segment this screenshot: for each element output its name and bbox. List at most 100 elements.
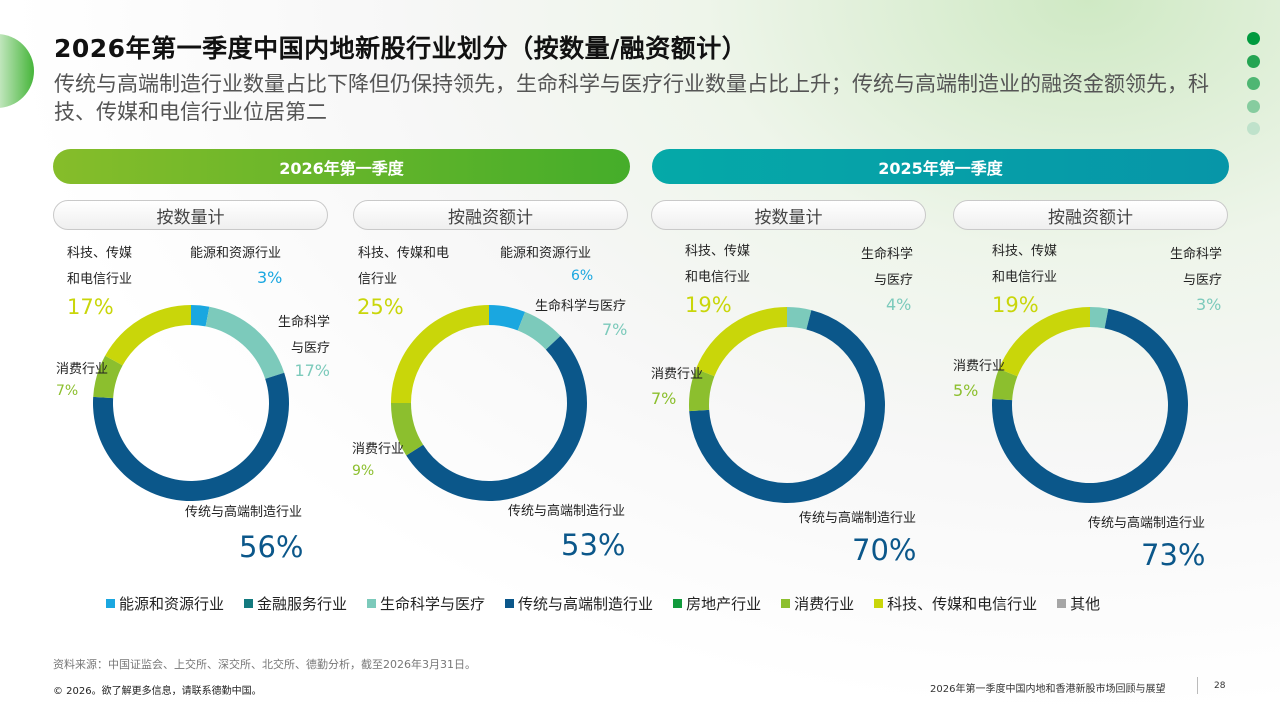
value-energy: 3% (257, 268, 283, 287)
donut-slice-tech (391, 305, 489, 403)
chart-legend: 能源和资源行业 金融服务行业 生命科学与医疗 传统与高端制造行业 房地产行业 消费行业 科技… (106, 593, 1120, 614)
donut-slice-consumer (391, 403, 424, 456)
dot-icon (1247, 99, 1260, 113)
label-manufacturing: 传统与高端制造行业 (799, 511, 917, 526)
legend-swatch-icon (673, 599, 683, 608)
value-life: 17% (294, 361, 330, 380)
decorative-dots (1247, 32, 1260, 145)
donut-slice-manufacturing (406, 335, 588, 502)
legend-item-life: 生命科学与医疗 (367, 593, 485, 614)
label-consumer: 消费行业 (352, 442, 405, 457)
value-manufacturing: 73% (1141, 538, 1206, 572)
legend-label: 消费行业 (794, 595, 855, 613)
value-life: 4% (886, 295, 912, 314)
label-tech: 科技、传媒和电信行业 (67, 246, 133, 287)
label-tech: 科技、传媒和电信行业 (685, 244, 751, 285)
donut-slice-manufacturing (92, 372, 289, 501)
donut-slice-life (205, 306, 285, 379)
legend-item-consumer: 消费行业 (781, 593, 854, 614)
value-life: 3% (1196, 295, 1222, 314)
donut-chart-4 (992, 307, 1188, 503)
legend-swatch-icon (874, 599, 884, 608)
dot-icon (1247, 77, 1260, 91)
subheader-by-count-2025: 按数量计 (651, 200, 926, 230)
page-subtitle: 传统与高端制造行业数量占比下降但仍保持领先，生命科学与医疗行业数量占比上升；传统… (54, 72, 1209, 124)
legend-label: 能源和资源行业 (119, 595, 225, 613)
dot-icon (1247, 54, 1260, 68)
value-manufacturing: 70% (852, 533, 917, 567)
value-consumer: 7% (651, 389, 677, 408)
value-tech: 25% (357, 295, 404, 319)
value-manufacturing: 53% (561, 528, 626, 562)
subheader-by-amount-2025: 按融资额计 (953, 200, 1228, 230)
legend-label: 科技、传媒和电信行业 (887, 595, 1038, 613)
value-consumer: 5% (953, 381, 979, 400)
label-life: 生命科学与医疗 (1169, 247, 1222, 288)
label-manufacturing: 传统与高端制造行业 (1088, 516, 1206, 531)
value-tech: 17% (67, 295, 114, 319)
legend-label: 金融服务行业 (257, 595, 348, 613)
legend-swatch-icon (1057, 599, 1067, 608)
donut-chart-1 (92, 305, 289, 501)
label-consumer: 消费行业 (953, 359, 1006, 374)
footer-report-title: 2026年第一季度中国内地和香港新股市场回顾与展望 (930, 684, 1166, 695)
dot-icon (1247, 32, 1260, 45)
legend-swatch-icon (781, 599, 791, 608)
subheader-by-amount-2026: 按融资额计 (353, 200, 628, 230)
period-header-2026q1: 2026年第一季度 (53, 149, 630, 184)
value-tech: 19% (685, 293, 732, 317)
donut-slice-life (1090, 307, 1109, 329)
value-energy: 6% (571, 268, 594, 284)
donut-slice-consumer (689, 368, 715, 412)
donut-slice-life (787, 307, 812, 330)
legend-label: 传统与高端制造行业 (518, 595, 654, 613)
donut-slice-tech (695, 307, 787, 377)
page-title: 2026年第一季度中国内地新股行业划分（按数量/融资额计） (54, 34, 748, 63)
donut-slice-consumer (93, 355, 123, 399)
legend-item-realestate: 房地产行业 (673, 593, 761, 614)
donut-slice-life (517, 311, 561, 350)
page-number: 28 (1214, 681, 1226, 691)
period-header-2025q1: 2025年第一季度 (652, 149, 1229, 184)
donut-chart-3 (689, 307, 885, 503)
label-life: 生命科学与医疗 (535, 299, 627, 314)
value-manufacturing: 56% (239, 530, 304, 564)
copyright: © 2026。欲了解更多信息，请联系德勤中国。 (53, 686, 262, 697)
label-consumer: 消费行业 (56, 362, 109, 377)
label-life: 生命科学与医疗 (860, 247, 913, 288)
label-life: 生命科学与医疗 (277, 315, 330, 356)
donut-slice-energy (191, 305, 210, 327)
label-manufacturing: 传统与高端制造行业 (508, 504, 626, 519)
legend-item-tech: 科技、传媒和电信行业 (874, 593, 1037, 614)
value-consumer: 7% (56, 383, 79, 399)
legend-label: 其他 (1070, 595, 1101, 613)
donut-slice-tech (998, 307, 1090, 377)
legend-label: 房地产行业 (686, 595, 762, 613)
legend-label: 生命科学与医疗 (380, 595, 486, 613)
donut-slice-energy (489, 305, 526, 331)
value-tech: 19% (992, 293, 1039, 317)
label-consumer: 消费行业 (651, 367, 704, 382)
source-note: 资料来源：中国证监会、上交所、深交所、北交所、德勤分析，截至2026年3月31日… (53, 658, 476, 671)
legend-item-finance: 金融服务行业 (244, 593, 347, 614)
label-energy: 能源和资源行业 (500, 246, 592, 261)
legend-item-manufacturing: 传统与高端制造行业 (505, 593, 653, 614)
legend-swatch-icon (367, 599, 377, 608)
legend-swatch-icon (505, 599, 515, 608)
value-life: 7% (602, 320, 628, 339)
label-tech: 科技、传媒和电信行业 (992, 244, 1058, 285)
label-manufacturing: 传统与高端制造行业 (185, 505, 303, 520)
dot-icon (1247, 122, 1260, 136)
legend-item-other: 其他 (1057, 593, 1100, 614)
footer-divider (1197, 677, 1198, 694)
label-tech: 科技、传媒和电信行业 (358, 246, 450, 287)
label-energy: 能源和资源行业 (190, 246, 282, 261)
legend-swatch-icon (106, 599, 115, 608)
donut-slice-tech (105, 305, 191, 366)
legend-swatch-icon (244, 599, 254, 608)
donut-chart-2 (391, 305, 588, 502)
value-consumer: 9% (352, 463, 375, 479)
legend-item-energy: 能源和资源行业 (106, 593, 224, 614)
donut-slice-consumer (992, 368, 1018, 401)
